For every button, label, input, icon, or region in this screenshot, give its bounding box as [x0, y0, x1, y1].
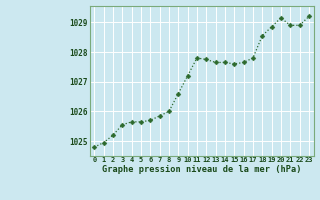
X-axis label: Graphe pression niveau de la mer (hPa): Graphe pression niveau de la mer (hPa) — [102, 165, 301, 174]
